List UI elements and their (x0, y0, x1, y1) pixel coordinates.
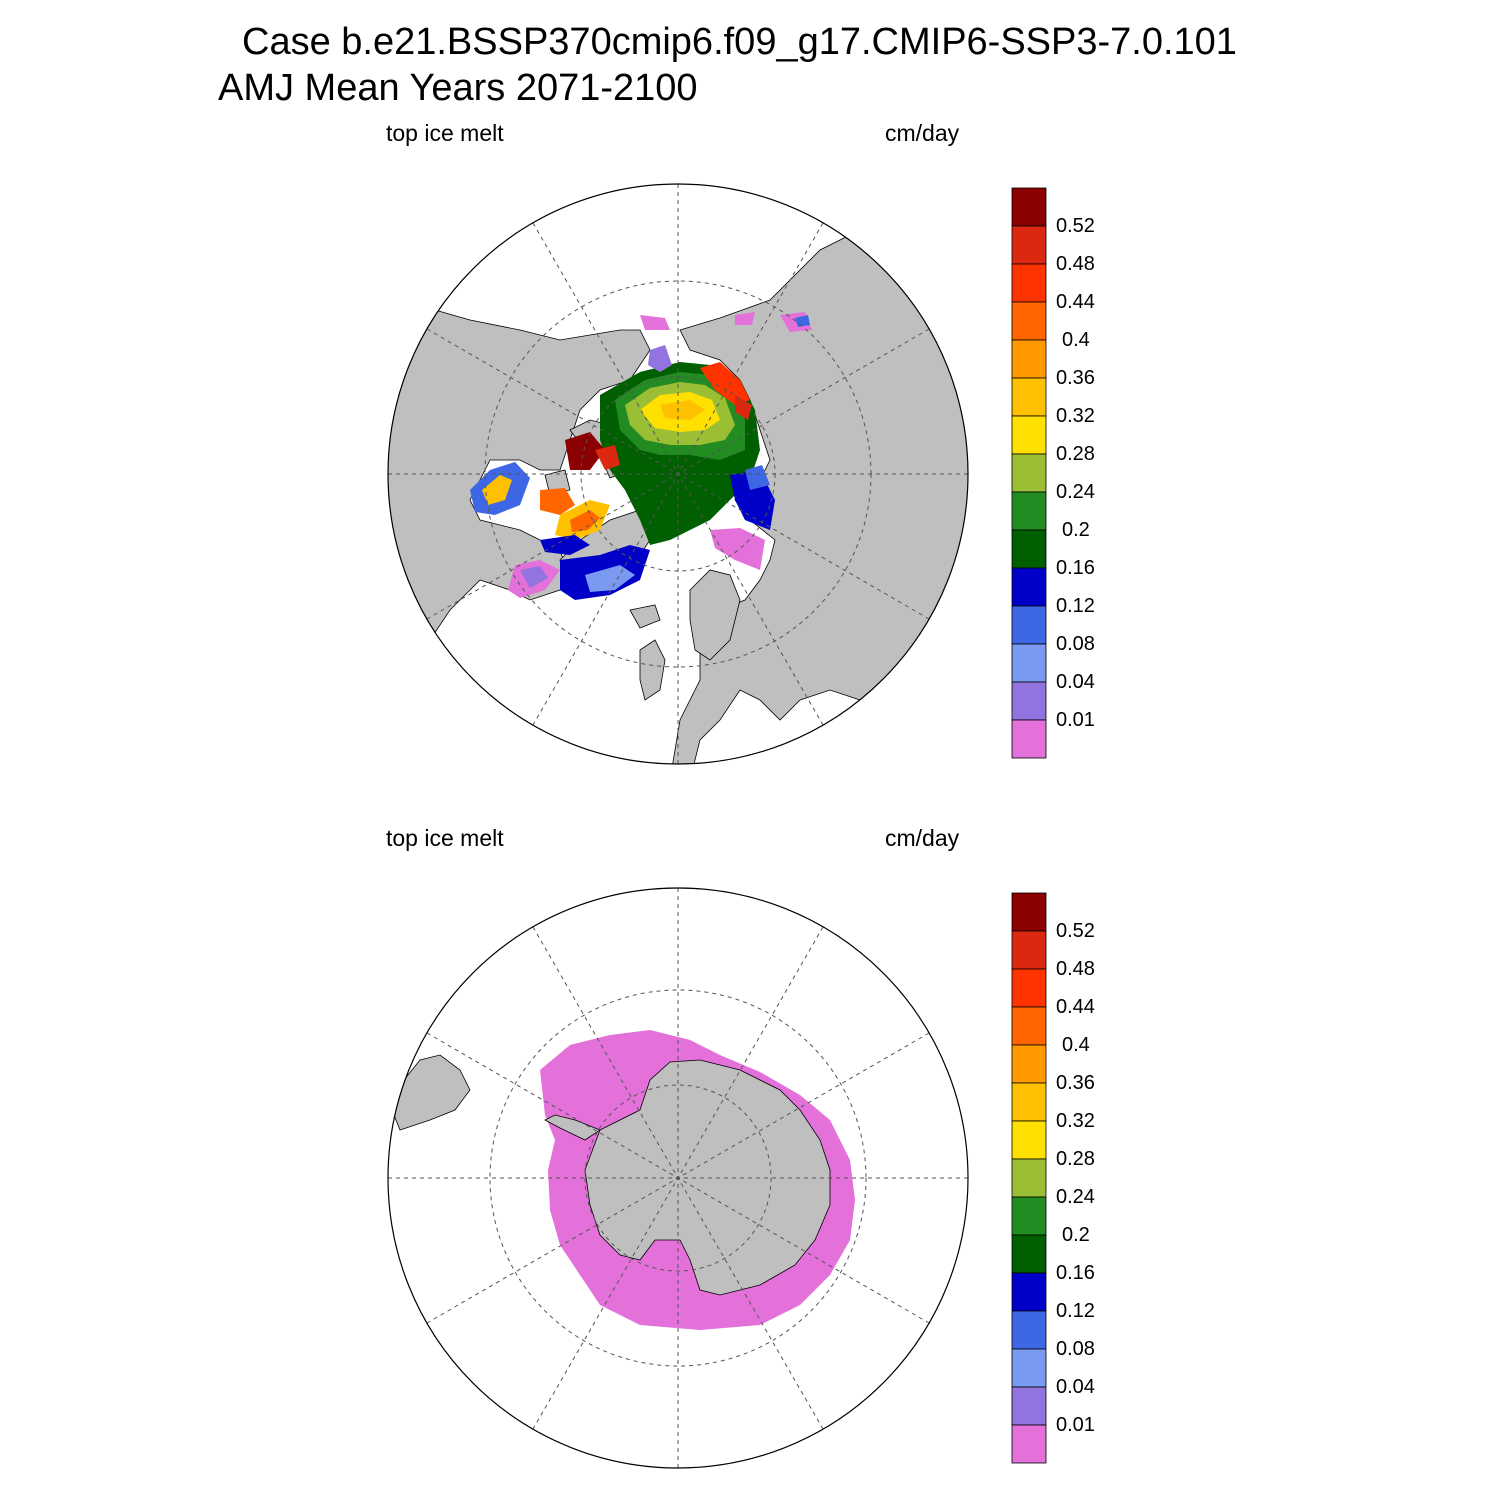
colorbar-north-label: 0.44 (1056, 291, 1095, 313)
colorbar-north-swatch-9 (1011, 377, 1047, 417)
colorbar-south-label: 0.12 (1056, 1300, 1095, 1322)
colorbar-north-label: 0.04 (1056, 671, 1095, 693)
colorbar-south-swatch-1 (1011, 1386, 1047, 1426)
colorbar-north-label: 0.2 (1062, 519, 1090, 541)
colorbar-south-swatch-3 (1011, 1310, 1047, 1350)
south-polar-map (387, 887, 969, 1469)
colorbar-south-label: 0.48 (1056, 958, 1095, 980)
colorbar-south-swatch-5 (1011, 1234, 1047, 1274)
antarctica-land (584, 1059, 831, 1296)
colorbar-south-swatch-12 (1011, 968, 1047, 1008)
colorbar-south-label: 0.4 (1062, 1034, 1090, 1056)
south-graticule (388, 888, 968, 1468)
colorbar-north-swatch-4 (1011, 567, 1047, 607)
colorbar-north-swatch-11 (1011, 301, 1047, 341)
colorbar-south-label: 0.32 (1056, 1110, 1095, 1132)
panel-north-units-label: cm/day (885, 120, 960, 146)
colorbar-north-swatch-3 (1011, 605, 1047, 645)
colorbar-north-label: 0.24 (1056, 481, 1095, 503)
colorbar-south-label: 0.44 (1056, 996, 1095, 1018)
colorbar-south-label: 0.16 (1056, 1262, 1095, 1284)
colorbar-north-swatch-0 (1011, 719, 1047, 759)
colorbar-north-label: 0.01 (1056, 709, 1095, 731)
colorbar-south-swatch-7 (1011, 1158, 1047, 1198)
colorbar-south: 0.01 0.04 0.08 0.12 0.16 0.2 0.24 0.28 0.32 0.36 0… (1011, 892, 1095, 1469)
colorbar-north-label: 0.08 (1056, 633, 1095, 655)
south-america-land (388, 1054, 471, 1131)
figure-title-case: Case b.e21.BSSP370cmip6.f09_g17.CMIP6-SS… (242, 21, 1237, 63)
north-polar-map (387, 183, 969, 765)
colorbar-north-swatch-10 (1011, 339, 1047, 379)
panel-south-variable-label: top ice melt (386, 825, 504, 851)
colorbar-north-label: 0.16 (1056, 557, 1095, 579)
colorbar-south-swatch-8 (1011, 1120, 1047, 1160)
colorbar-south-swatch-11 (1011, 1006, 1047, 1046)
colorbar-south-label: 0.28 (1056, 1148, 1095, 1170)
colorbar-north-swatch-14 (1011, 187, 1047, 227)
colorbar-north-swatch-12 (1011, 263, 1047, 303)
colorbar-north-label: 0.12 (1056, 595, 1095, 617)
colorbar-south-swatch-9 (1011, 1082, 1047, 1122)
colorbar-north-swatch-13 (1011, 225, 1047, 265)
colorbar-north-swatch-5 (1011, 529, 1047, 569)
colorbar-south-swatch-0 (1011, 1424, 1047, 1464)
colorbar-north-swatch-6 (1011, 491, 1047, 531)
colorbar-north-label: 0.28 (1056, 443, 1095, 465)
colorbar-north-swatch-8 (1011, 415, 1047, 455)
colorbar-south-label: 0.01 (1056, 1414, 1095, 1436)
colorbar-north-swatch-2 (1011, 643, 1047, 683)
colorbar-north-swatches (1011, 187, 1047, 759)
figure-title-period: AMJ Mean Years 2071-2100 (218, 67, 698, 109)
colorbar-north-label: 0.32 (1056, 405, 1095, 427)
colorbar-south-swatch-6 (1011, 1196, 1047, 1236)
colorbar-north-swatch-1 (1011, 681, 1047, 721)
north-graticule (388, 184, 968, 764)
colorbar-south-label: 0.04 (1056, 1376, 1095, 1398)
antarctic-peninsula (544, 1114, 601, 1141)
colorbar-north-label: 0.36 (1056, 367, 1095, 389)
colorbar-south-swatch-14 (1011, 892, 1047, 932)
colorbar-south-label: 0.36 (1056, 1072, 1095, 1094)
colorbar-north-label: 0.52 (1056, 215, 1095, 237)
colorbar-south-swatch-13 (1011, 930, 1047, 970)
colorbar-south-swatches (1011, 892, 1047, 1464)
colorbar-south-swatch-10 (1011, 1044, 1047, 1084)
colorbar-south-label: 0.08 (1056, 1338, 1095, 1360)
panel-north-variable-label: top ice melt (386, 120, 504, 146)
panel-south-units-label: cm/day (885, 825, 960, 851)
colorbar-north-label: 0.4 (1062, 329, 1090, 351)
colorbar-north-label: 0.48 (1056, 253, 1095, 275)
colorbar-south-swatch-4 (1011, 1272, 1047, 1312)
colorbar-south-label: 0.2 (1062, 1224, 1090, 1246)
north-ice-melt-field (470, 312, 812, 600)
colorbar-north: 0.01 0.04 0.08 0.12 0.16 0.2 0.24 0.28 0.32 0.36 0… (1011, 187, 1095, 764)
colorbar-north-swatch-7 (1011, 453, 1047, 493)
colorbar-south-label: 0.24 (1056, 1186, 1095, 1208)
colorbar-south-swatch-2 (1011, 1348, 1047, 1388)
colorbar-south-label: 0.52 (1056, 920, 1095, 942)
